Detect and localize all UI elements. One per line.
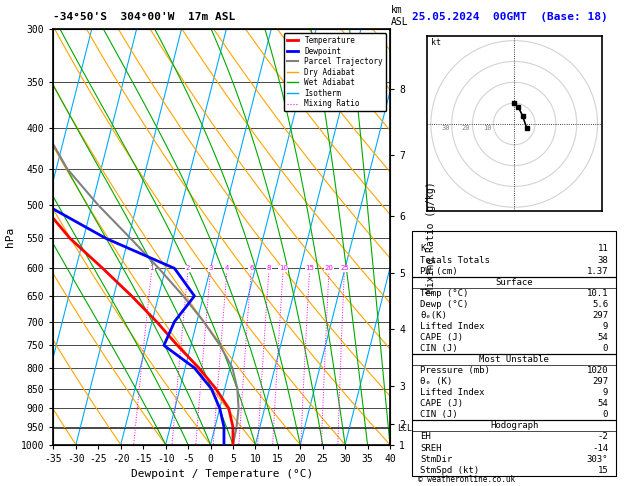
Text: Pressure (mb): Pressure (mb) bbox=[420, 366, 490, 375]
Text: EH: EH bbox=[420, 433, 431, 441]
Text: Totals Totals: Totals Totals bbox=[420, 256, 490, 264]
Text: 10.1: 10.1 bbox=[587, 289, 608, 298]
Bar bbox=[412, 420, 616, 476]
Text: 2: 2 bbox=[186, 265, 191, 271]
Text: 297: 297 bbox=[592, 311, 608, 320]
Text: 9: 9 bbox=[603, 322, 608, 331]
Text: Temp (°C): Temp (°C) bbox=[420, 289, 469, 298]
X-axis label: Dewpoint / Temperature (°C): Dewpoint / Temperature (°C) bbox=[131, 469, 313, 479]
Text: Surface: Surface bbox=[496, 278, 533, 287]
Text: 8: 8 bbox=[267, 265, 271, 271]
Text: 15: 15 bbox=[305, 265, 314, 271]
Text: 15: 15 bbox=[598, 466, 608, 475]
Text: km
ASL: km ASL bbox=[391, 5, 409, 27]
Text: 54: 54 bbox=[598, 399, 608, 408]
Text: 1.37: 1.37 bbox=[587, 267, 608, 276]
Text: 0: 0 bbox=[603, 410, 608, 419]
Text: 11: 11 bbox=[598, 244, 608, 253]
Text: 38: 38 bbox=[598, 256, 608, 264]
Text: Most Unstable: Most Unstable bbox=[479, 355, 549, 364]
Text: 3: 3 bbox=[208, 265, 213, 271]
Text: 9: 9 bbox=[603, 388, 608, 397]
Text: kt: kt bbox=[431, 38, 441, 47]
Text: 1020: 1020 bbox=[587, 366, 608, 375]
Text: © weatheronline.co.uk: © weatheronline.co.uk bbox=[418, 474, 515, 484]
Text: θₑ (K): θₑ (K) bbox=[420, 377, 452, 386]
Text: 1: 1 bbox=[150, 265, 154, 271]
Y-axis label: hPa: hPa bbox=[6, 227, 15, 247]
Text: 25.05.2024  00GMT  (Base: 18): 25.05.2024 00GMT (Base: 18) bbox=[412, 12, 608, 22]
Text: Dewp (°C): Dewp (°C) bbox=[420, 300, 469, 309]
Text: PW (cm): PW (cm) bbox=[420, 267, 458, 276]
Text: 6: 6 bbox=[249, 265, 253, 271]
Text: 20: 20 bbox=[325, 265, 333, 271]
Legend: Temperature, Dewpoint, Parcel Trajectory, Dry Adiabat, Wet Adiabat, Isotherm, Mi: Temperature, Dewpoint, Parcel Trajectory… bbox=[284, 33, 386, 111]
Text: 5.6: 5.6 bbox=[592, 300, 608, 309]
Text: -2: -2 bbox=[598, 433, 608, 441]
Bar bbox=[412, 354, 616, 420]
Text: Mixing Ratio (g/kg): Mixing Ratio (g/kg) bbox=[426, 181, 436, 293]
Text: CIN (J): CIN (J) bbox=[420, 410, 458, 419]
Text: 0: 0 bbox=[603, 344, 608, 353]
Text: 10: 10 bbox=[279, 265, 287, 271]
Text: Lifted Index: Lifted Index bbox=[420, 388, 485, 397]
Text: SREH: SREH bbox=[420, 444, 442, 453]
Text: -34°50'S  304°00'W  17m ASL: -34°50'S 304°00'W 17m ASL bbox=[53, 12, 236, 22]
Text: Lifted Index: Lifted Index bbox=[420, 322, 485, 331]
Text: CAPE (J): CAPE (J) bbox=[420, 333, 463, 342]
Text: -14: -14 bbox=[592, 444, 608, 453]
Text: θₑ(K): θₑ(K) bbox=[420, 311, 447, 320]
Text: 30: 30 bbox=[441, 125, 450, 131]
Text: CIN (J): CIN (J) bbox=[420, 344, 458, 353]
Text: Hodograph: Hodograph bbox=[490, 421, 538, 430]
Bar bbox=[412, 277, 616, 354]
Text: 25: 25 bbox=[340, 265, 349, 271]
Text: 54: 54 bbox=[598, 333, 608, 342]
Text: CAPE (J): CAPE (J) bbox=[420, 399, 463, 408]
Text: 20: 20 bbox=[462, 125, 470, 131]
Bar bbox=[412, 231, 616, 277]
Text: LCL: LCL bbox=[397, 424, 412, 433]
Text: 303°: 303° bbox=[587, 455, 608, 464]
Text: K: K bbox=[420, 244, 426, 253]
Text: StmDir: StmDir bbox=[420, 455, 452, 464]
Text: StmSpd (kt): StmSpd (kt) bbox=[420, 466, 479, 475]
Text: 10: 10 bbox=[483, 125, 491, 131]
Text: 297: 297 bbox=[592, 377, 608, 386]
Text: 4: 4 bbox=[225, 265, 230, 271]
